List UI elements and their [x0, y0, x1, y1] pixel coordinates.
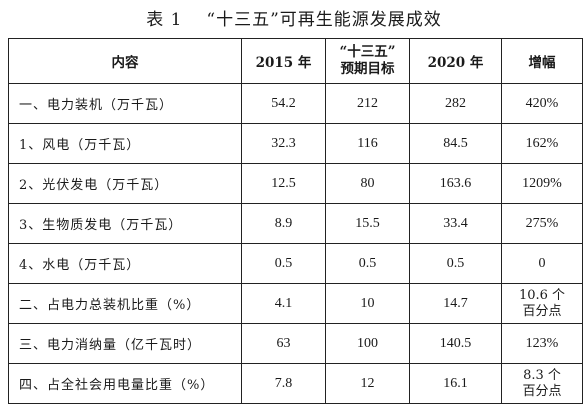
value-target: 116: [325, 123, 410, 164]
value-target: 0.5: [325, 243, 410, 284]
value-growth: 8.3 个 百分点: [501, 363, 583, 404]
value-target: 10: [325, 283, 410, 324]
results-table: 内容 2015 年 “十三五” 预期目标 2020 年 增幅 一、电力装机（万千…: [8, 38, 583, 404]
value-2015: 32.3: [241, 123, 326, 164]
value-target: 80: [325, 163, 410, 204]
row-label: 4、水电（万千瓦）: [8, 243, 242, 284]
row-label: 四、占全社会用电量比重（%）: [8, 363, 242, 404]
header-target: “十三五” 预期目标: [325, 38, 410, 84]
table-row: 2、光伏发电（万千瓦） 12.5 80 163.6 1209%: [8, 163, 583, 204]
value-2020: 16.1: [409, 363, 502, 404]
value-2015: 8.9: [241, 203, 326, 244]
value-2015: 12.5: [241, 163, 326, 204]
table-row: 1、风电（万千瓦） 32.3 116 84.5 162%: [8, 123, 583, 164]
value-2015: 0.5: [241, 243, 326, 284]
value-2020: 0.5: [409, 243, 502, 284]
value-target: 12: [325, 363, 410, 404]
value-2015: 7.8: [241, 363, 326, 404]
row-label: 2、光伏发电（万千瓦）: [8, 163, 242, 204]
table-title: “十三五”可再生能源发展成效: [206, 9, 442, 30]
table-row: 一、电力装机（万千瓦） 54.2 212 282 420%: [8, 83, 583, 124]
value-growth: 1209%: [501, 163, 583, 204]
table-row: 四、占全社会用电量比重（%） 7.8 12 16.1 8.3 个 百分点: [8, 363, 583, 404]
value-2020: 14.7: [409, 283, 502, 324]
header-2020: 2020 年: [409, 38, 502, 84]
header-growth: 增幅: [501, 38, 583, 84]
value-target: 15.5: [325, 203, 410, 244]
value-growth: 162%: [501, 123, 583, 164]
table-caption: 表 1 “十三五”可再生能源发展成效: [0, 0, 588, 34]
header-row: 内容 2015 年 “十三五” 预期目标 2020 年 增幅: [8, 38, 583, 84]
value-target: 100: [325, 323, 410, 364]
value-growth: 275%: [501, 203, 583, 244]
value-2020: 84.5: [409, 123, 502, 164]
table-row: 三、电力消纳量（亿千瓦时） 63 100 140.5 123%: [8, 323, 583, 364]
table-row: 3、生物质发电（万千瓦） 8.9 15.5 33.4 275%: [8, 203, 583, 244]
row-label: 三、电力消纳量（亿千瓦时）: [8, 323, 242, 364]
table-number: 表 1: [146, 9, 183, 30]
header-2015: 2015 年: [241, 38, 326, 84]
value-2015: 54.2: [241, 83, 326, 124]
value-2020: 33.4: [409, 203, 502, 244]
row-label: 1、风电（万千瓦）: [8, 123, 242, 164]
row-label: 一、电力装机（万千瓦）: [8, 83, 242, 124]
value-2015: 4.1: [241, 283, 326, 324]
value-target: 212: [325, 83, 410, 124]
row-label: 二、占电力总装机比重（%）: [8, 283, 242, 324]
value-growth: 0: [501, 243, 583, 284]
row-label: 3、生物质发电（万千瓦）: [8, 203, 242, 244]
value-2020: 282: [409, 83, 502, 124]
table-row: 二、占电力总装机比重（%） 4.1 10 14.7 10.6 个 百分点: [8, 283, 583, 324]
value-2020: 140.5: [409, 323, 502, 364]
table-row: 4、水电（万千瓦） 0.5 0.5 0.5 0: [8, 243, 583, 284]
header-content: 内容: [8, 38, 242, 84]
value-2020: 163.6: [409, 163, 502, 204]
value-2015: 63: [241, 323, 326, 364]
value-growth: 123%: [501, 323, 583, 364]
value-growth: 420%: [501, 83, 583, 124]
value-growth: 10.6 个 百分点: [501, 283, 583, 324]
